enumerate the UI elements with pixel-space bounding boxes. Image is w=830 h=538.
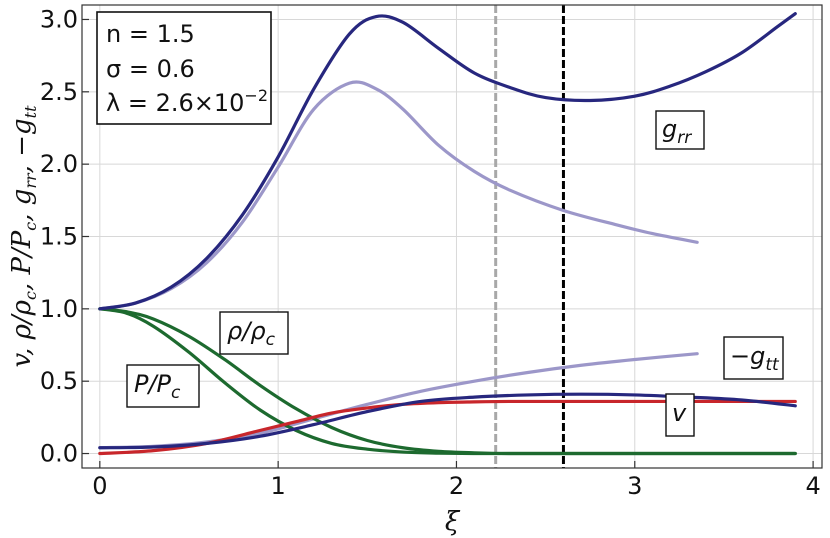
y-axis-label: v, ρ/ρc, P/Pc, grr, −gtt xyxy=(7,105,40,368)
y-tick-label: 2.5 xyxy=(40,78,78,106)
series-line-p xyxy=(98,307,797,456)
series-line-grr_light xyxy=(98,80,699,311)
param-sigma: σ = 0.6 xyxy=(106,55,195,83)
y-tick-label: 0.0 xyxy=(40,440,78,468)
svg-text:P/Pc: P/Pc xyxy=(134,370,181,403)
tick-labels: 0 1 2 3 4 0.0 0.5 1.0 1.5 2.0 2.5 3.0 xyxy=(40,5,821,500)
series-group xyxy=(98,12,797,456)
param-n: n = 1.5 xyxy=(106,20,195,48)
x-tick-label: 2 xyxy=(449,472,464,500)
series-line-grr xyxy=(98,12,797,311)
x-tick-label: 0 xyxy=(92,472,107,500)
y-tick-label: 0.5 xyxy=(40,367,78,395)
param-lambda: λ = 2.6×10−2 xyxy=(106,86,268,117)
svg-text:v: v xyxy=(672,399,687,427)
y-tick-label: 3.0 xyxy=(40,5,78,33)
svg-text:ρ/ρc: ρ/ρc xyxy=(227,317,276,350)
label-grr: grr xyxy=(655,110,705,150)
label-rho: ρ/ρc xyxy=(219,311,289,355)
x-tick-label: 3 xyxy=(627,472,642,500)
x-tick-label: 1 xyxy=(271,472,286,500)
svg-text:grr: grr xyxy=(662,115,692,148)
svg-text:−gtt: −gtt xyxy=(730,342,780,375)
x-tick-label: 4 xyxy=(805,472,820,500)
label-p: P/Pc xyxy=(126,364,200,408)
parameter-box: n = 1.5 σ = 0.6 λ = 2.6×10−2 xyxy=(96,11,272,125)
label-v: v xyxy=(665,393,695,437)
y-tick-label: 2.0 xyxy=(40,150,78,178)
y-tick-label: 1.5 xyxy=(40,223,78,251)
x-axis-label: ξ xyxy=(445,507,461,537)
y-tick-label: 1.0 xyxy=(40,295,78,323)
label-gtt: −gtt xyxy=(723,336,784,380)
